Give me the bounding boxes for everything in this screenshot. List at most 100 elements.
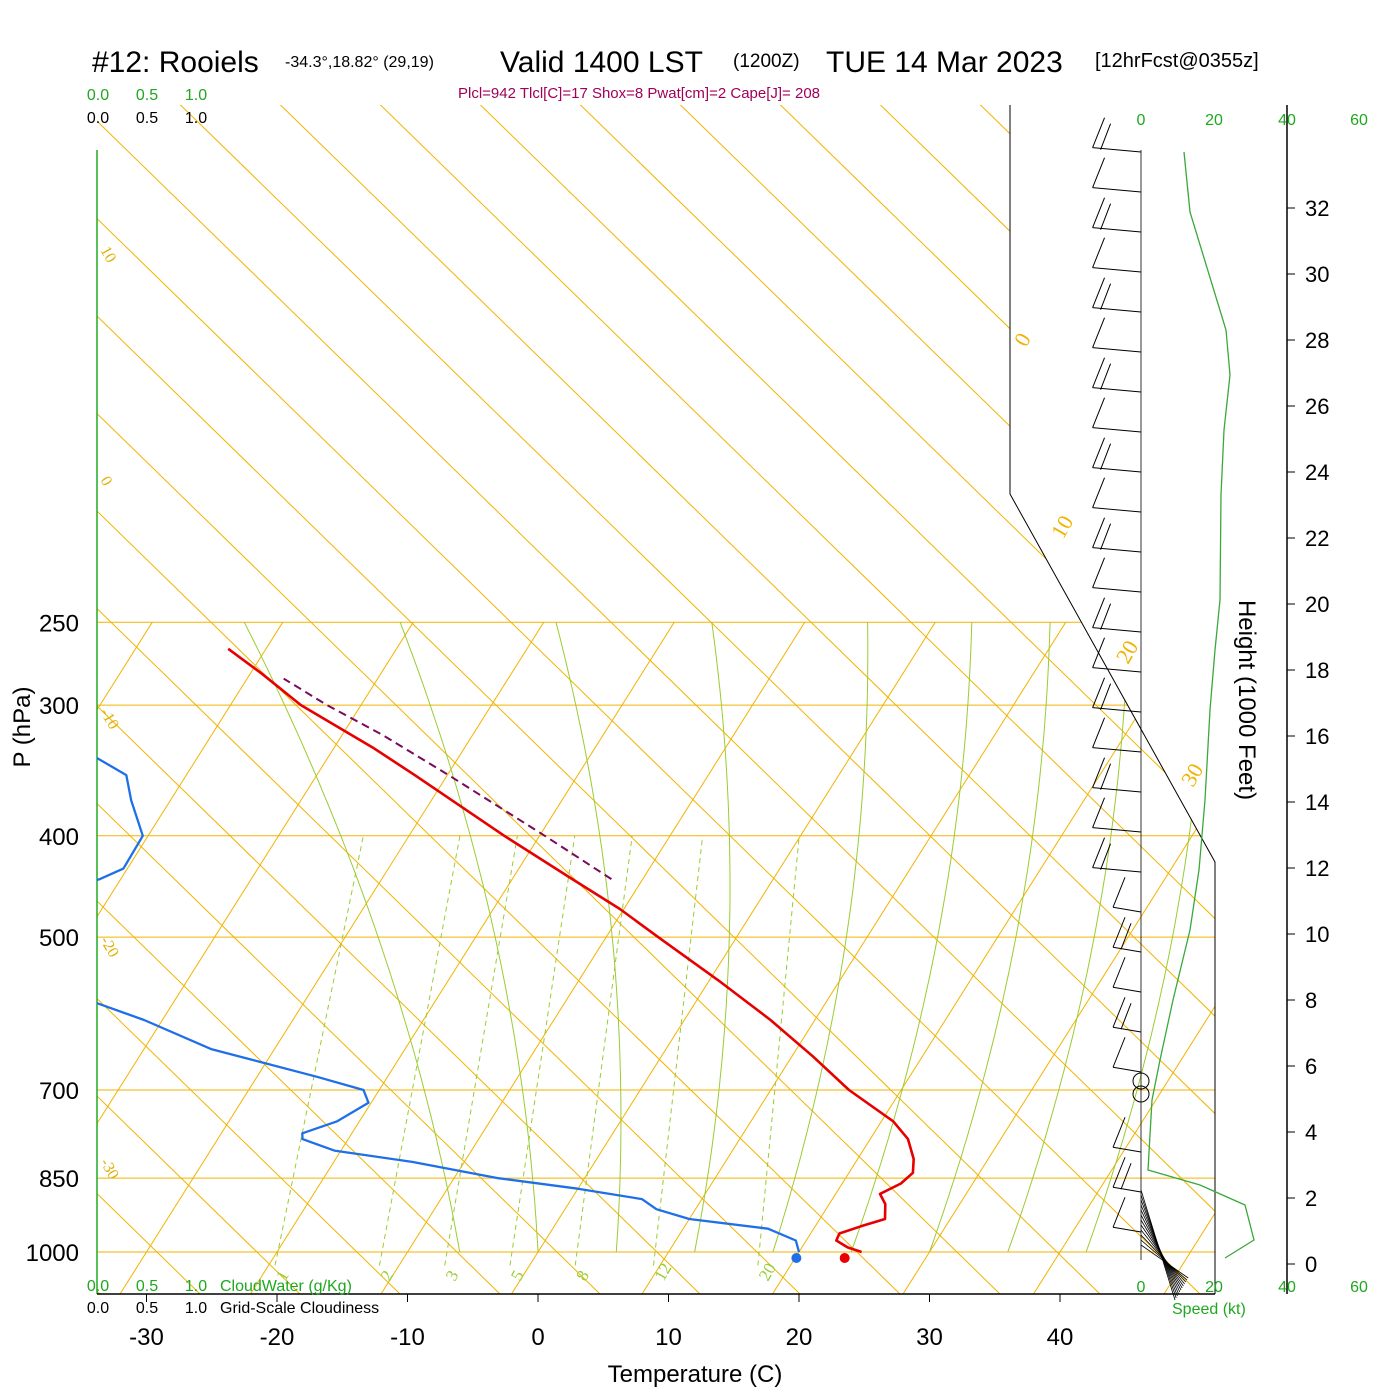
cloud-water-tick-bottom: 0.5	[136, 1278, 158, 1295]
mixing-ratio-line	[653, 835, 704, 1266]
x-axis-title: Temperature (C)	[608, 1361, 783, 1388]
wind-barb-feather	[1092, 117, 1106, 148]
dry-adiabat-line	[97, 105, 701, 1294]
speed-tick-top: 60	[1350, 112, 1368, 129]
isotherm-line	[407, 622, 806, 1253]
temperature-line	[227, 647, 915, 1254]
height-tick-label: 22	[1305, 526, 1329, 551]
height-tick-label: 0	[1305, 1252, 1317, 1277]
isotherm-line	[511, 1251, 539, 1294]
calm-wind-icon	[1132, 1085, 1150, 1103]
isotherm-line	[668, 622, 1067, 1253]
mixing-ratio-line	[509, 835, 576, 1266]
isotherm-line	[276, 622, 675, 1253]
wind-barb-staff	[1112, 1226, 1142, 1233]
wind-barb-staff	[1092, 307, 1142, 313]
isotherm-line	[146, 622, 545, 1253]
speed-tick-bottom: 40	[1278, 1279, 1296, 1296]
diagram-grid: 1 2 3 5 8 12 20	[97, 105, 1215, 1294]
speed-tick-bottom: 0	[1137, 1279, 1146, 1296]
wind-barb-feather	[1112, 1197, 1126, 1228]
wind-barb-feather	[1092, 837, 1106, 868]
cloud-water-tick-bottom: 1.0	[185, 1278, 207, 1295]
wind-barb-feather	[1112, 1117, 1126, 1148]
pressure-tick-label: 1000	[26, 1240, 79, 1267]
height-tick-label: 26	[1305, 394, 1329, 419]
date-title: TUE 14 Mar 2023	[826, 46, 1063, 79]
wind-speed-profile-line	[1147, 151, 1255, 1259]
cloudiness-tick-bottom: 0.5	[136, 1300, 158, 1317]
isotherm-line	[929, 622, 1215, 1253]
isotherm-line	[798, 622, 1197, 1253]
wind-barb-feather	[1120, 923, 1132, 950]
cloud-water-tick-top: 0.0	[87, 87, 109, 104]
dry-adiabat-line	[97, 105, 401, 1294]
dry-adiabat-line	[97, 105, 801, 1294]
wind-barb-feather	[1100, 443, 1112, 470]
wind-barb-staff	[1092, 867, 1142, 873]
wind-barb-feather	[1092, 397, 1106, 428]
height-tick-label: 24	[1305, 460, 1329, 485]
height-tick-label: 30	[1305, 262, 1329, 287]
height-tick-label: 14	[1305, 790, 1329, 815]
wind-barb-staff	[1092, 667, 1142, 673]
x-tick-label: 0	[531, 1324, 544, 1351]
isotherm-label: 10	[1046, 511, 1079, 543]
pressure-tick-label: 850	[39, 1166, 79, 1193]
dry-adiabat-label: 0	[97, 474, 116, 489]
cloud-water-tick-top: 0.5	[136, 87, 158, 104]
height-tick-label: 32	[1305, 196, 1329, 221]
pressure-tick-label: 700	[39, 1078, 79, 1105]
wind-barb-feather	[1092, 717, 1106, 748]
wind-barb-feather	[1092, 597, 1106, 628]
parcel-path-line	[283, 677, 612, 880]
mixing-ratio-label: 5	[507, 1267, 528, 1284]
wind-barb-staff	[1140, 1224, 1184, 1287]
wind-barb-feather	[1092, 757, 1106, 788]
height-tick-label: 16	[1305, 724, 1329, 749]
axis-ticks: -30 -20 -10 0 10 20 30 402503004005007008501000…	[26, 87, 1330, 1351]
cloud-water-tick-top: 1.0	[185, 87, 207, 104]
dry-adiabat-line	[599, 105, 1215, 1294]
wind-barb-feather	[1112, 917, 1126, 948]
mixing-ratio-line	[574, 835, 633, 1266]
station-title: #12: Rooiels	[92, 46, 259, 79]
mixing-ratio-line	[274, 835, 364, 1266]
dry-adiabat-line	[97, 105, 901, 1294]
dry-adiabat-line	[99, 105, 1215, 1294]
dry-adiabat-line	[97, 105, 1201, 1294]
wind-barb-feather	[1112, 877, 1126, 908]
dry-adiabat-line	[97, 105, 1215, 1294]
wind-barb-feather	[1092, 237, 1106, 268]
wind-barb-feather	[1100, 683, 1112, 710]
isotherm-line	[902, 1251, 930, 1294]
isotherm-line	[119, 1251, 147, 1294]
cloudiness-tick-top: 1.0	[185, 110, 207, 127]
wind-barb-feather	[1100, 603, 1112, 630]
speed-label: Speed (kt)	[1172, 1301, 1246, 1318]
wind-barb-staff	[1140, 1234, 1187, 1283]
wind-barb-staff	[1140, 1229, 1185, 1285]
dry-adiabat-line	[97, 105, 601, 1294]
isotherm-line	[1059, 622, 1215, 1253]
x-tick-label: 10	[655, 1324, 682, 1351]
valid-time: Valid 1400 LST	[500, 46, 703, 79]
wind-barb-feather	[1112, 997, 1126, 1028]
speed-tick-bottom: 20	[1205, 1279, 1223, 1296]
mixing-ratio-label: 2	[376, 1267, 397, 1284]
sounding-params: Plcl=942 Tlcl[C]=17 Shox=8 Pwat[cm]=2 Ca…	[458, 85, 820, 102]
height-tick-label: 10	[1305, 922, 1329, 947]
wind-barb-staff	[1112, 946, 1142, 953]
dry-adiabat-line	[97, 105, 201, 1294]
wind-barb-staff	[1112, 906, 1142, 913]
wind-barb-staff	[1140, 1244, 1189, 1279]
wind-barb-feather	[1092, 677, 1106, 708]
mixing-ratio-line	[444, 835, 518, 1266]
wind-barb-feather	[1092, 797, 1106, 828]
wind-barb-staff	[1092, 587, 1142, 593]
wind-barb-staff	[1092, 267, 1142, 273]
isotherm-line	[1033, 1251, 1061, 1294]
height-axis-title: Height (1000 Feet)	[1233, 600, 1260, 800]
